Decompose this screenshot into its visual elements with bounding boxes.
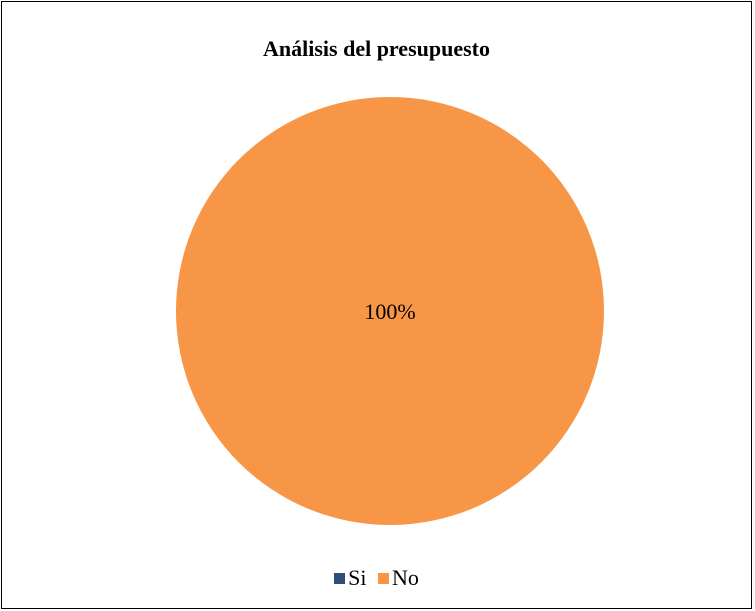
pie-slice-no <box>176 97 604 525</box>
legend-item-si: Si <box>334 565 366 591</box>
chart-title: Análisis del presupuesto <box>263 36 490 61</box>
legend-swatch-si <box>334 573 346 584</box>
legend-label-si: Si <box>348 565 367 590</box>
data-label-no: 100% <box>364 299 415 324</box>
legend-swatch-no <box>377 573 389 584</box>
legend: Si No <box>2 565 751 591</box>
legend-item-no: No <box>377 565 419 591</box>
legend-label-no: No <box>391 565 419 590</box>
